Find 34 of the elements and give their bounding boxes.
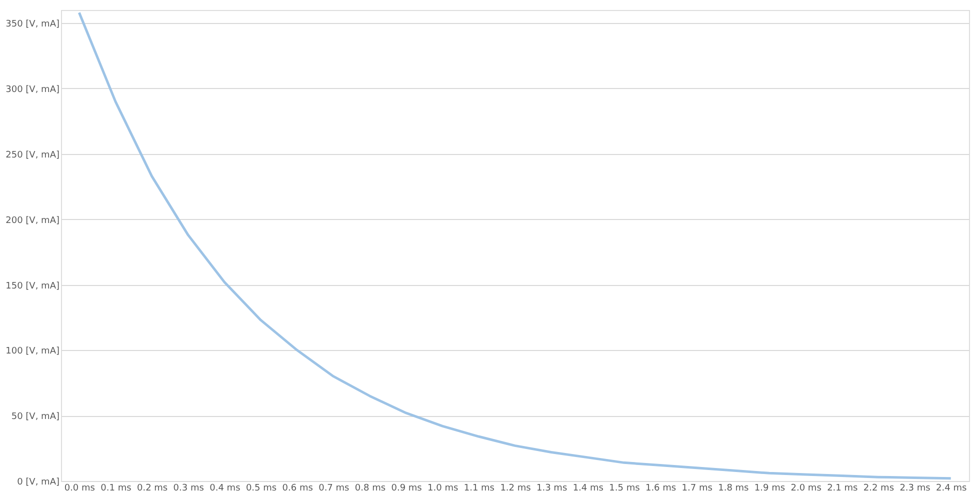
y-tick-label: 100 [V, mA] xyxy=(6,346,60,357)
x-tick-label: 0.5 ms xyxy=(246,484,277,494)
x-tick-label: 1.0 ms xyxy=(428,484,458,494)
y-tick-label: 250 [V, mA] xyxy=(6,150,60,160)
x-tick-label: 2.1 ms xyxy=(827,484,858,494)
x-tick-label: 0.8 ms xyxy=(354,484,386,494)
x-tick-label: 0.1 ms xyxy=(100,484,132,494)
x-tick-label: 1.8 ms xyxy=(718,484,750,494)
y-tick-label: 0 [V, mA] xyxy=(17,478,60,488)
x-tick-label: 2.2 ms xyxy=(863,484,894,494)
x-tick-label: 2.4 ms xyxy=(936,484,967,494)
x-tick-label: 0.9 ms xyxy=(391,484,422,494)
x-tick-label: 1.1 ms xyxy=(464,484,495,494)
x-tick-label: 0.2 ms xyxy=(136,484,168,494)
x-tick-label: 0.3 ms xyxy=(173,484,204,494)
y-tick-label: 300 [V, mA] xyxy=(6,85,60,95)
x-tick-label: 1.4 ms xyxy=(572,484,604,494)
x-tick-label: 1.6 ms xyxy=(645,484,676,494)
x-tick-label: 0.7 ms xyxy=(318,484,350,494)
y-tick-label: 150 [V, mA] xyxy=(6,281,60,292)
x-tick-label: 0.4 ms xyxy=(210,484,241,494)
y-tick-label: 50 [V, mA] xyxy=(11,412,60,422)
y-tick-label: 350 [V, mA] xyxy=(6,20,60,30)
line-series xyxy=(78,11,952,480)
x-tick-label: 0.0 ms xyxy=(64,484,96,494)
y-tick-label: 200 [V, mA] xyxy=(6,216,60,226)
x-tick-label: 1.5 ms xyxy=(609,484,640,494)
x-tick-label: 2.0 ms xyxy=(790,484,822,494)
x-tick-label: 1.2 ms xyxy=(500,484,532,494)
x-tick-label: 1.7 ms xyxy=(682,484,713,494)
x-tick-label: 2.3 ms xyxy=(900,484,931,494)
x-tick-label: 1.9 ms xyxy=(754,484,786,494)
x-tick-label: 1.3 ms xyxy=(536,484,568,494)
x-tick-label: 0.6 ms xyxy=(282,484,314,494)
